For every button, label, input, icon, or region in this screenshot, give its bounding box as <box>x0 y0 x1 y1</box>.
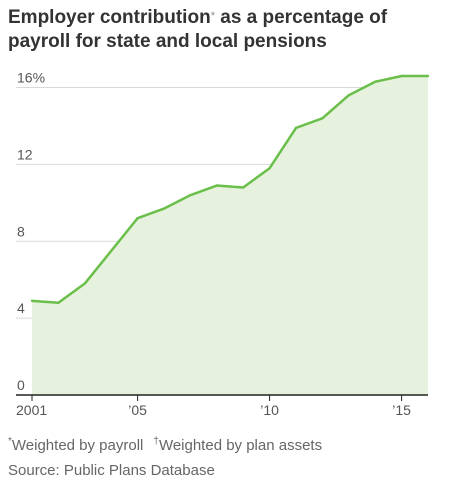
series-line <box>31 74 428 305</box>
footnote2-mark: † <box>153 436 159 447</box>
chart-title: Employer contribution* as a percentage o… <box>8 6 438 54</box>
footnote1-mark: * <box>8 436 12 447</box>
data-point-2008 <box>215 184 218 187</box>
footnote2-text: Weighted by plan assets <box>158 437 323 454</box>
data-point-2003 <box>83 282 87 285</box>
title-footnote-mark: * <box>210 10 215 22</box>
x-tick-label-2005: ’05 <box>128 402 147 418</box>
data-point-2001 <box>30 299 34 303</box>
source-note: Source: Public Plans Database <box>8 462 215 479</box>
x-tick-label-2001: 2001 <box>16 402 47 418</box>
title-part1: Employer contribution <box>8 7 211 28</box>
y-tick-label-16: 16% <box>17 70 45 86</box>
data-point-2002 <box>57 301 60 304</box>
data-point-2005 <box>136 217 139 220</box>
y-tick-label-4: 4 <box>17 300 25 316</box>
y-tick-label-0: 0 <box>17 377 25 393</box>
data-point-2004 <box>110 249 113 253</box>
data-point-2009 <box>242 186 245 189</box>
y-tick-label-12: 12 <box>17 146 33 162</box>
data-point-2012 <box>321 117 324 120</box>
data-point-2013 <box>347 94 350 97</box>
y-tick-label-8: 8 <box>17 223 25 239</box>
title-part2: as a percentage of payroll for state and… <box>8 7 388 52</box>
data-point-2006 <box>162 207 166 210</box>
data-point-2014 <box>374 80 377 83</box>
data-point-2015 <box>400 74 403 78</box>
footnotes: *Weighted by payroll †Weighted by plan as… <box>8 436 322 454</box>
data-point-2007 <box>189 193 192 197</box>
x-tick-label-2010: ’10 <box>260 402 279 418</box>
data-point-2016 <box>426 74 430 78</box>
area-fill <box>32 76 428 395</box>
x-tick-label-2015: ’15 <box>392 402 411 418</box>
data-point-2011 <box>294 126 298 130</box>
data-point-2010 <box>268 167 271 170</box>
footnote1-text: Weighted by payroll <box>11 437 144 454</box>
